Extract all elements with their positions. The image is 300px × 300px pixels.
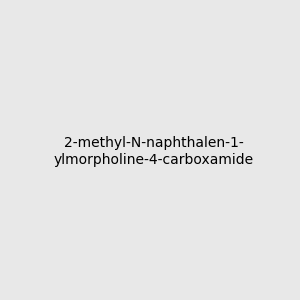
Text: 2-methyl-N-naphthalen-1-
ylmorpholine-4-carboxamide: 2-methyl-N-naphthalen-1- ylmorpholine-4-… — [54, 136, 254, 166]
